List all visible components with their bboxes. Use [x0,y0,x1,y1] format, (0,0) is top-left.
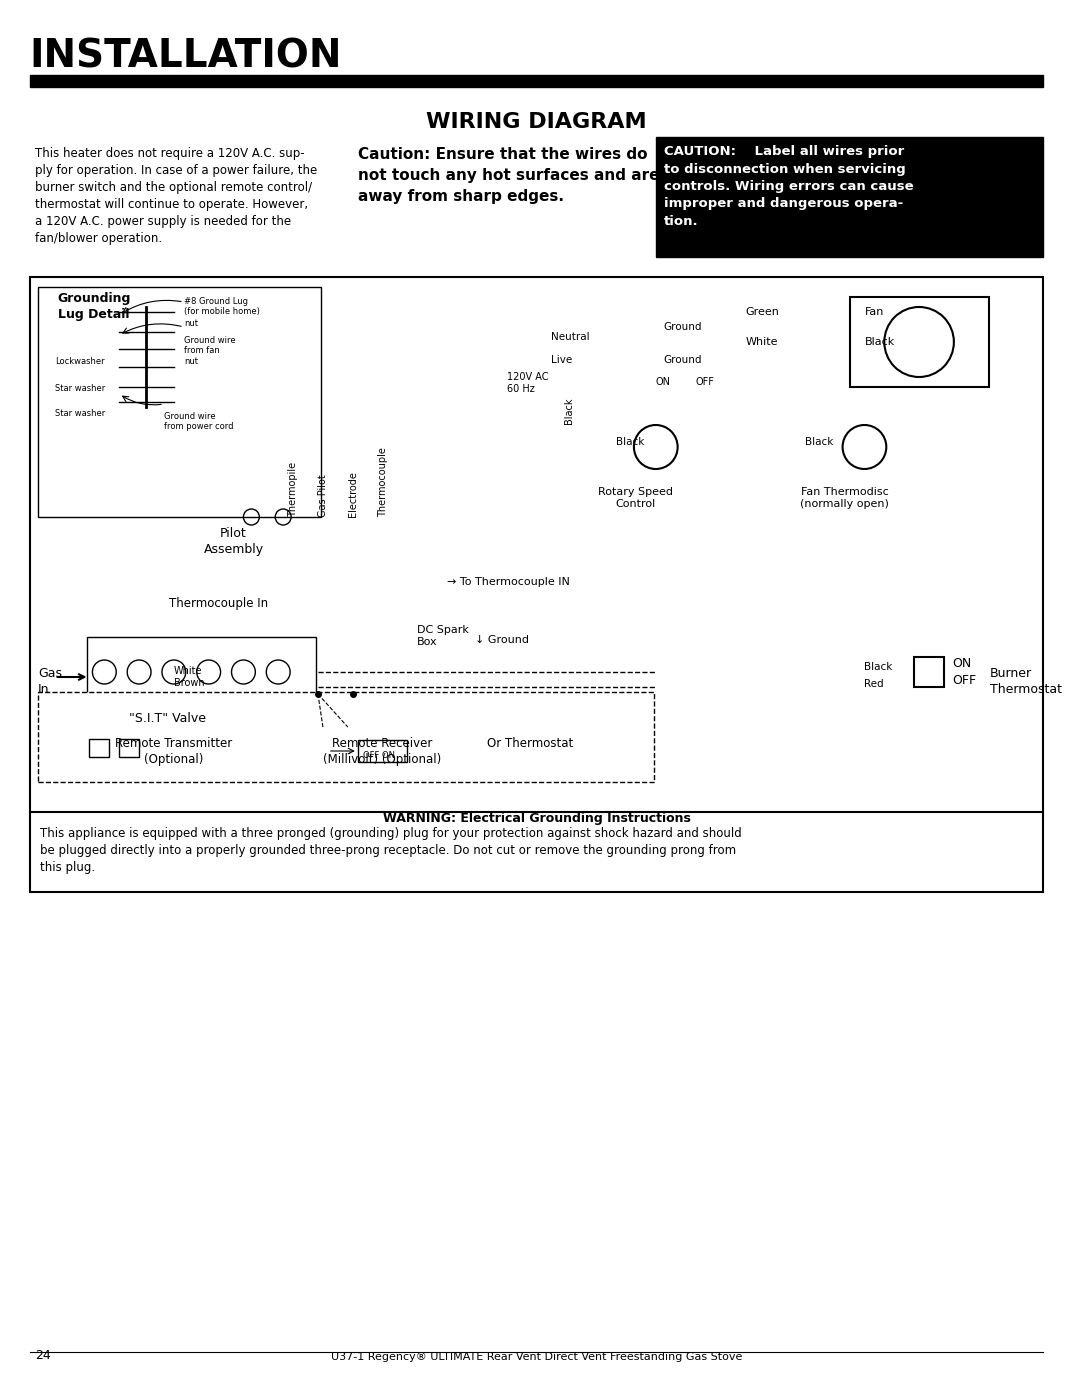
Text: Remote Transmitter
(Optional): Remote Transmitter (Optional) [116,738,232,766]
Text: Star washer: Star washer [55,409,105,418]
Text: Gas Pilot: Gas Pilot [318,474,328,517]
Text: Rotary Speed
Control: Rotary Speed Control [598,488,674,510]
Text: ↓ Ground: ↓ Ground [475,636,529,645]
Bar [30,75,1043,87]
Text: CAUTION:    Label all wires prior
to disconnection when servicing
controls. Wiri: CAUTION: Label all wires prior to discon… [664,145,914,228]
Text: This appliance is equipped with a three pronged (grounding) plug for your protec: This appliance is equipped with a three … [40,827,742,875]
Text: WIRING DIAGRAM: WIRING DIAGRAM [427,112,647,131]
Text: ON: ON [951,657,971,671]
Text: White
Brown: White Brown [174,666,204,687]
Text: INSTALLATION: INSTALLATION [30,36,342,75]
Text: #8 Ground Lug
(for mobile home): #8 Ground Lug (for mobile home) [184,298,259,316]
Text: Black: Black [565,397,575,423]
Text: Pilot
Assembly: Pilot Assembly [203,527,264,556]
Text: Black: Black [864,662,893,672]
Text: Neutral: Neutral [552,332,590,342]
Text: Black: Black [616,437,645,447]
Bar [119,739,139,757]
Text: Ground: Ground [664,321,702,332]
Text: OFF: OFF [951,673,976,687]
Text: U37-1 Regency® ULTIMATE Rear Vent Direct Vent Freestanding Gas Stove: U37-1 Regency® ULTIMATE Rear Vent Direct… [330,1352,742,1362]
Text: Or Thermostat: Or Thermostat [487,738,573,750]
Bar [90,739,109,757]
Text: Fan: Fan [864,307,883,317]
Bar [850,298,988,387]
Text: Ground wire
from power cord: Ground wire from power cord [164,412,233,432]
Text: Gas
In: Gas In [38,666,62,696]
Text: Star washer: Star washer [55,384,105,393]
Text: Thermocouple: Thermocouple [378,447,388,517]
Text: "S.I.T" Valve: "S.I.T" Valve [130,712,206,725]
Bar [87,637,316,707]
Text: DC Spark
Box: DC Spark Box [417,624,469,647]
Text: White: White [745,337,778,346]
Text: → To Thermocouple IN: → To Thermocouple IN [447,577,570,587]
Text: Remote Receiver
(Millivolt) (Optional): Remote Receiver (Millivolt) (Optional) [323,738,442,766]
Text: Thermocouple In: Thermocouple In [168,597,268,610]
Bar [30,277,1043,817]
Text: OFF ON: OFF ON [363,752,394,760]
Text: WARNING: Electrical Grounding Instructions: WARNING: Electrical Grounding Instructio… [382,812,690,826]
Text: Red: Red [864,679,885,689]
Text: nut: nut [184,319,198,328]
Text: Grounding
Lug Detail: Grounding Lug Detail [57,292,131,321]
Text: Live: Live [552,355,572,365]
Text: Fan Thermodisc
(normally open): Fan Thermodisc (normally open) [800,488,889,510]
Text: Burner
Thermostat: Burner Thermostat [989,666,1062,696]
Bar [38,692,653,782]
Bar [357,740,407,761]
Bar [30,812,1043,893]
Text: Green: Green [745,307,779,317]
Text: Ground: Ground [664,355,702,365]
Bar [38,286,321,517]
Text: OFF: OFF [696,377,714,387]
Text: Lockwasher: Lockwasher [55,358,105,366]
Text: ON: ON [656,377,671,387]
Text: This heater does not require a 120V A.C. sup-
ply for operation. In case of a po: This heater does not require a 120V A.C.… [35,147,318,244]
Text: Electrode: Electrode [348,471,357,517]
Text: Black: Black [864,337,894,346]
Text: 24: 24 [35,1350,51,1362]
Bar [656,137,1043,257]
Text: nut: nut [184,358,198,366]
Text: Caution: Ensure that the wires do
not touch any hot surfaces and are
away from s: Caution: Ensure that the wires do not to… [357,147,659,204]
Bar [914,657,944,687]
Text: 120V AC
60 Hz: 120V AC 60 Hz [507,372,549,394]
Text: Thermopile: Thermopile [288,462,298,517]
Text: Ground wire
from fan: Ground wire from fan [184,337,235,355]
Text: Black: Black [805,437,833,447]
